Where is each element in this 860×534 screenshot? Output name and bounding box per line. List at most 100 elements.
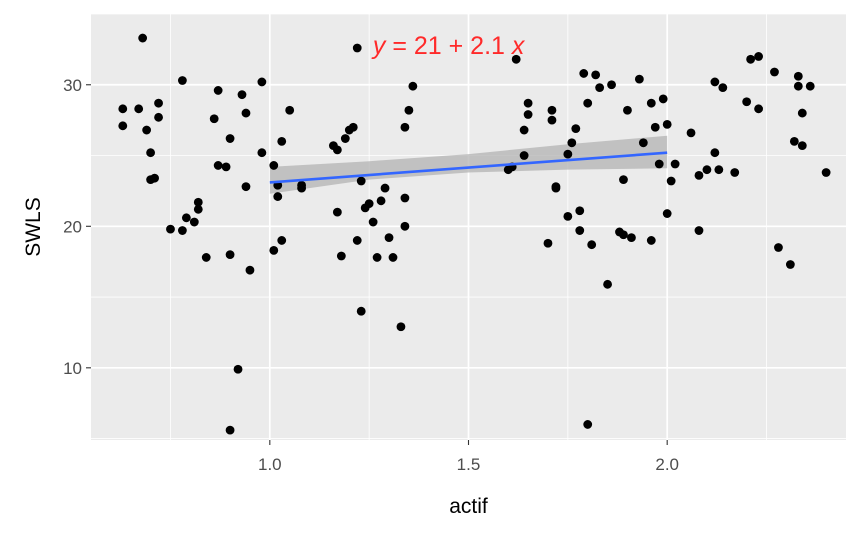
data-point (400, 193, 410, 203)
data-point (666, 176, 676, 186)
data-point (793, 81, 803, 91)
data-point (257, 148, 267, 158)
equation-x: x (511, 32, 526, 60)
data-point (686, 128, 696, 138)
data-point (118, 104, 128, 114)
y-axis-title: SWLS (22, 197, 45, 257)
data-point (269, 161, 279, 170)
x-tick-label: 2.0 (655, 455, 679, 474)
data-point (193, 197, 203, 207)
data-point (336, 251, 346, 261)
data-point (583, 420, 593, 429)
data-point (670, 159, 680, 169)
equation-y: y (371, 32, 387, 60)
data-point (189, 217, 199, 227)
data-point (380, 183, 390, 193)
data-point (619, 175, 628, 184)
data-point (511, 54, 521, 64)
data-point (797, 108, 807, 118)
data-point (774, 243, 783, 252)
data-point (805, 81, 815, 91)
data-point (352, 236, 362, 245)
data-point (273, 192, 283, 201)
data-point (277, 136, 287, 146)
data-point (563, 149, 573, 159)
data-point (646, 98, 656, 108)
data-point (702, 165, 712, 175)
data-point (646, 236, 656, 245)
data-point (718, 83, 728, 92)
data-point (658, 94, 668, 104)
data-point (241, 182, 251, 192)
data-point (662, 119, 672, 129)
data-point (694, 170, 704, 180)
data-point (547, 105, 557, 115)
data-point (388, 253, 398, 262)
data-point (654, 159, 664, 169)
data-point (770, 67, 779, 77)
data-point (404, 105, 414, 115)
data-point (583, 98, 593, 108)
data-point (730, 168, 740, 177)
data-point (595, 83, 605, 92)
data-point (742, 97, 752, 107)
data-point (396, 322, 406, 332)
data-point (376, 196, 386, 206)
y-tick-label: 10 (63, 359, 82, 378)
data-point (523, 98, 533, 108)
data-point (364, 199, 374, 209)
data-point (789, 136, 799, 146)
data-point (332, 207, 342, 217)
x-axis-ticks: 1.0 1.5 2.0 (258, 440, 679, 474)
data-point (547, 115, 557, 125)
data-point (277, 236, 287, 245)
data-point (619, 230, 628, 240)
data-point (213, 86, 223, 95)
data-point (650, 122, 660, 132)
data-point (563, 211, 573, 221)
data-point (571, 124, 581, 134)
y-axis-ticks: 10 20 30 (63, 76, 91, 378)
data-point (368, 217, 378, 227)
data-point (348, 122, 358, 132)
data-point (225, 250, 235, 259)
data-point (754, 104, 763, 114)
data-points (118, 33, 831, 435)
data-point (623, 105, 632, 115)
data-point (146, 148, 156, 158)
data-point (575, 206, 585, 216)
data-point (797, 141, 807, 151)
data-point (400, 221, 410, 231)
data-point (567, 138, 577, 148)
data-point (201, 253, 211, 262)
major-gridlines (91, 14, 846, 440)
data-point (634, 74, 644, 84)
data-point (519, 151, 529, 160)
data-point (233, 364, 243, 374)
fit-line (269, 151, 668, 184)
data-point (694, 226, 704, 235)
data-point (408, 81, 418, 91)
regression-line (269, 151, 668, 184)
data-point (118, 121, 128, 131)
data-point (213, 161, 223, 170)
data-point (245, 265, 255, 275)
data-point (400, 122, 410, 132)
data-point (662, 209, 672, 218)
data-point (372, 253, 382, 262)
data-point (237, 90, 247, 100)
data-point (523, 110, 533, 119)
data-point (225, 134, 235, 143)
x-axis-title: actif (449, 495, 488, 518)
data-point (714, 165, 724, 175)
data-point (551, 183, 561, 193)
equation-body: = 21 + 2.1 (385, 32, 512, 60)
data-point (821, 168, 831, 177)
data-point (575, 226, 585, 235)
data-point (181, 213, 191, 223)
data-point (356, 306, 366, 316)
data-point (285, 105, 295, 115)
data-point (607, 80, 616, 90)
regression-equation: y = 21 + 2.1 x (371, 32, 526, 60)
data-point (209, 114, 219, 124)
